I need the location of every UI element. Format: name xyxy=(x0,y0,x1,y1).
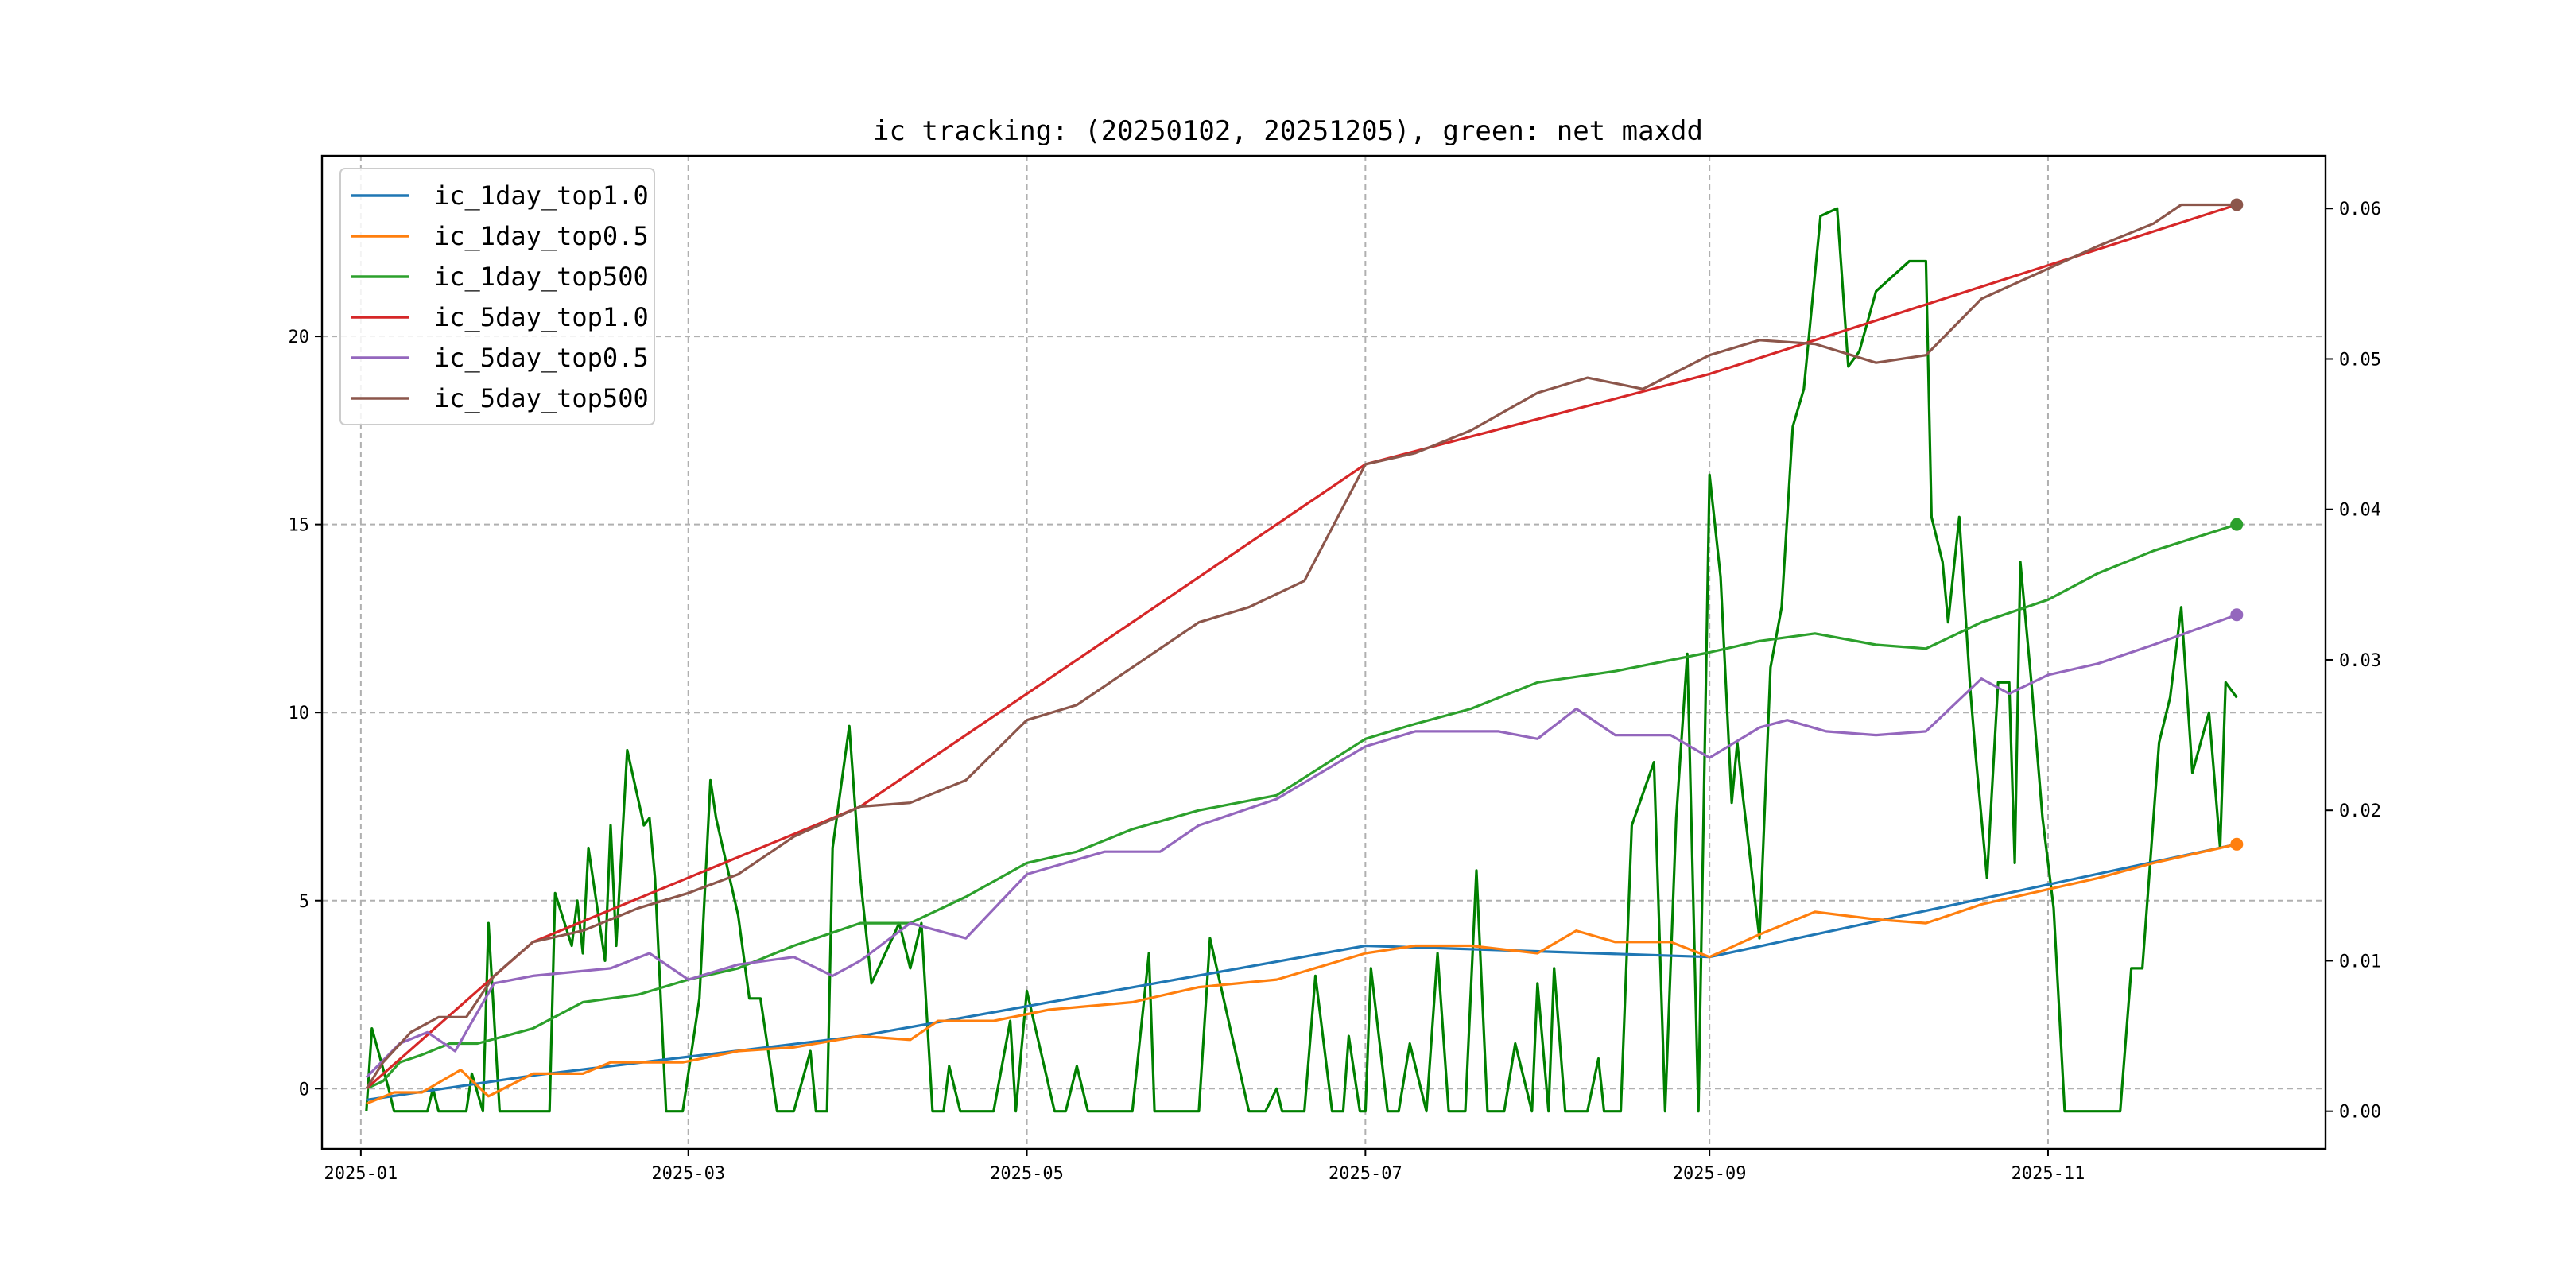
end-markers xyxy=(2230,198,2244,851)
end-marker-ic_5day_top0.5 xyxy=(2230,608,2244,622)
chart-title: ic tracking: (20250102, 20251205), green… xyxy=(873,115,1703,147)
legend-label: ic_5day_top1.0 xyxy=(434,302,649,332)
legend-box xyxy=(339,168,655,425)
series-line-net-maxdd xyxy=(365,207,2238,1113)
end-marker-ic_5day_top500 xyxy=(2230,198,2244,211)
x-tick-label: 2025-05 xyxy=(990,1164,1064,1184)
series-line-ic_1day_top500 xyxy=(366,523,2237,1090)
y-right-tick-label: 0.04 xyxy=(2339,501,2381,521)
y-right-tick-label: 0.03 xyxy=(2339,651,2381,671)
series-line-ic_5day_top500 xyxy=(365,203,2237,1090)
legend: ic_1day_top1.0 ic_1day_top0.5 ic_1day_top5… xyxy=(339,168,655,425)
x-tick-label: 2025-07 xyxy=(1329,1164,1402,1184)
legend-label: ic_1day_top500 xyxy=(434,262,649,292)
x-tick-label: 2025-03 xyxy=(651,1164,725,1184)
y-left-tick-label: 15 xyxy=(289,516,310,536)
y-axis-left-ticks: 0 5 10 15 20 xyxy=(289,328,322,1100)
y-axis-right-ticks: 0.00 0.01 0.02 0.03 0.04 0.05 0.06 xyxy=(2326,200,2381,1123)
legend-label: ic_5day_top500 xyxy=(434,383,649,413)
x-axis-ticks: 2025-01 2025-03 2025-05 2025-07 2025-09 2025-… xyxy=(324,1149,2085,1184)
legend-label: ic_1day_top1.0 xyxy=(434,180,649,211)
x-tick-label: 2025-09 xyxy=(1673,1164,1747,1184)
y-right-tick-label: 0.05 xyxy=(2339,350,2381,370)
y-left-tick-label: 10 xyxy=(289,704,310,724)
y-left-tick-label: 20 xyxy=(289,328,310,347)
y-right-tick-label: 0.02 xyxy=(2339,801,2381,821)
series-line-ic_5day_top0.5 xyxy=(365,613,2237,1079)
series-line-ic_1day_top1.0 xyxy=(366,843,2237,1102)
legend-label: ic_1day_top0.5 xyxy=(434,221,649,251)
end-marker-ic_1day_top500 xyxy=(2230,518,2244,531)
plot-frame xyxy=(320,154,2327,1150)
y-right-tick-label: 0.00 xyxy=(2339,1103,2381,1123)
x-tick-label: 2025-01 xyxy=(324,1164,398,1184)
legend-label: ic_5day_top0.5 xyxy=(434,343,649,373)
x-tick-label: 2025-11 xyxy=(2012,1164,2085,1184)
y-right-tick-label: 0.01 xyxy=(2339,952,2381,972)
series-line-ic_1day_top0.5 xyxy=(366,843,2237,1105)
y-right-tick-label: 0.06 xyxy=(2339,200,2381,219)
end-marker-ic_1day_top0.5 xyxy=(2230,837,2244,851)
series-lines xyxy=(365,203,2238,1113)
y-left-tick-label: 5 xyxy=(299,892,309,912)
y-left-tick-label: 0 xyxy=(299,1080,309,1100)
